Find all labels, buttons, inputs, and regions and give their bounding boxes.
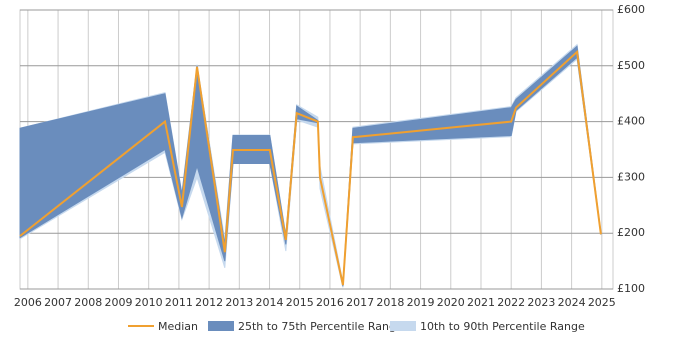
legend-label[interactable]: 10th to 90th Percentile Range: [420, 320, 585, 333]
y-tick-label: £600: [617, 3, 645, 16]
x-tick-label: 2018: [376, 296, 404, 309]
y-tick-label: £100: [617, 282, 645, 295]
x-tick-label: 2008: [74, 296, 102, 309]
x-tick-label: 2011: [165, 296, 193, 309]
y-tick-label: £500: [617, 59, 645, 72]
x-tick-label: 2009: [104, 296, 132, 309]
x-tick-label: 2006: [14, 296, 42, 309]
x-tick-label: 2012: [195, 296, 223, 309]
legend-swatch[interactable]: [390, 321, 416, 331]
x-tick-label: 2015: [286, 296, 314, 309]
y-tick-label: £200: [617, 226, 645, 239]
y-tick-label: £400: [617, 115, 645, 128]
x-tick-label: 2025: [588, 296, 616, 309]
x-tick-label: 2020: [437, 296, 465, 309]
legend-swatch[interactable]: [208, 321, 234, 331]
legend-label[interactable]: Median: [158, 320, 198, 333]
median-line: [19, 49, 602, 286]
x-tick-label: 2023: [527, 296, 555, 309]
x-tick-label: 2024: [558, 296, 586, 309]
x-tick-label: 2017: [346, 296, 374, 309]
legend-label[interactable]: 25th to 75th Percentile Range: [238, 320, 403, 333]
x-tick-label: 2014: [256, 296, 284, 309]
x-tick-label: 2007: [44, 296, 72, 309]
x-tick-label: 2022: [497, 296, 525, 309]
x-tick-label: 2021: [467, 296, 495, 309]
y-tick-label: £300: [617, 170, 645, 183]
x-tick-label: 2019: [407, 296, 435, 309]
x-tick-label: 2010: [135, 296, 163, 309]
x-tick-label: 2016: [316, 296, 344, 309]
x-tick-label: 2013: [225, 296, 253, 309]
